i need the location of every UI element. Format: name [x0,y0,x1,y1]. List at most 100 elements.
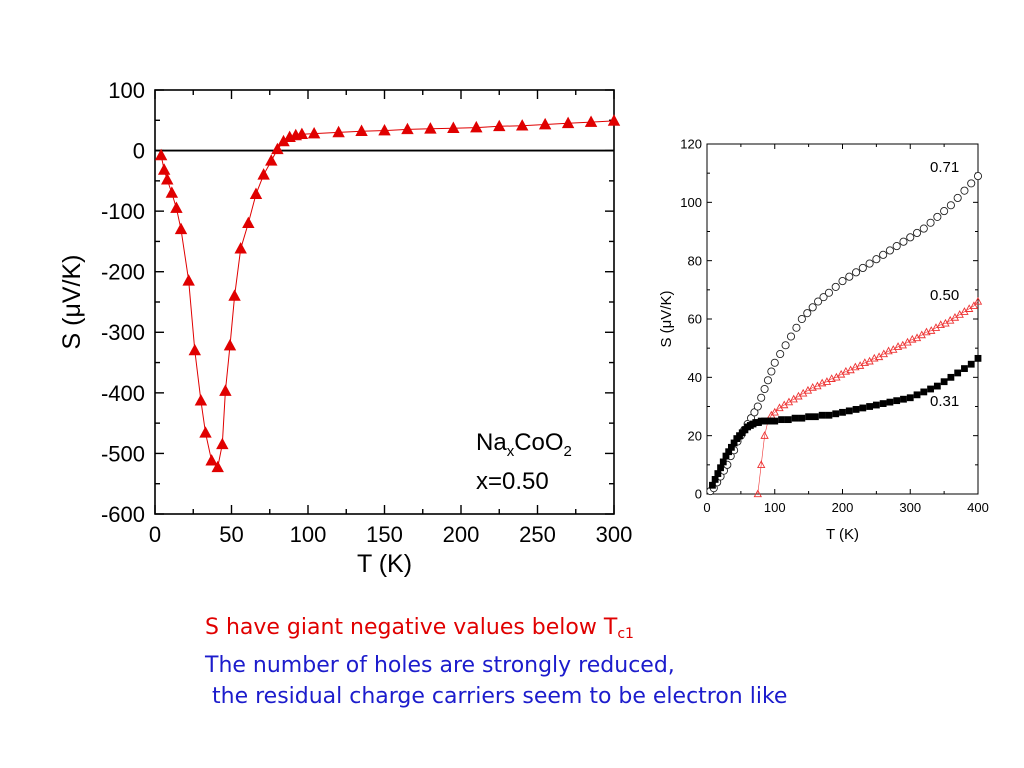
inset-data-point [940,207,949,216]
main-data-point [242,216,255,229]
main-y-axis-label: S (μV/K) [58,255,86,350]
inset-data-point [913,391,921,399]
inset-data-point [781,341,790,350]
main-x-axis-label: T (K) [357,550,412,578]
main-data-point [271,142,284,155]
inset-y-tick-label: 120 [680,137,702,152]
inset-data-point [912,228,922,238]
inset-x-tick-label: 300 [899,500,921,515]
inset-data-point [757,460,766,468]
main-data-point [332,125,345,138]
main-data-point [493,119,506,132]
inset-y-tick-label: 80 [688,253,702,268]
main-data-point [199,426,212,438]
main-x-tick-label: 150 [366,522,403,547]
main-data-point [378,123,391,136]
inset-data-point [933,382,941,390]
main-seebeck-chart: 0 50 100 150 200 250 300 -600 -500 -400 -300 -200 -1… [58,78,633,578]
inset-data-point [845,272,854,281]
inset-data-point [841,366,851,375]
inset-data-point [886,398,894,406]
inset-data-point [819,293,828,302]
inset-data-point [760,384,769,394]
inset-x-tick-label: 200 [832,500,854,515]
inset-data-point [940,378,948,386]
inset-data-point [870,353,879,362]
inset-series-label: 0.31 [930,393,959,410]
inset-data-point [763,376,773,385]
inset-data-point [771,417,779,425]
inset-y-tick-label: 20 [688,428,702,443]
inset-data-point [922,327,931,336]
main-data-point [228,289,241,301]
inset-data-point [936,320,945,328]
main-data-point [188,343,201,356]
inset-data-point [859,404,867,412]
inset-y-axis-label: S (μV/K) [658,291,675,348]
inset-series-line [757,301,979,495]
inset-data-point [946,201,955,210]
main-annotation-part: x [507,443,515,460]
inset-data-point [953,193,962,203]
inset-data-point [866,403,873,410]
inset-data-point [954,369,962,377]
inset-data-point [709,481,716,489]
main-data-point [165,186,179,198]
main-x-tick-label: 300 [596,522,633,547]
inset-data-point [797,314,806,324]
caption-block: S have giant negative values below Tc1 T… [205,612,787,712]
inset-data-point [851,268,861,277]
main-x-tick-label: 50 [219,522,243,547]
inset-x-tick-label: 0 [703,500,710,515]
inset-data-point [719,458,727,466]
inset-data-point [767,367,776,376]
main-data-point [584,115,598,127]
main-y-tick-label: -600 [101,502,145,527]
main-data-point [249,187,263,199]
main-data-point [205,454,218,466]
main-data-point [470,120,483,133]
inset-data-point [858,263,867,273]
inset-data-point [750,408,759,417]
inset-data-point [784,416,792,424]
main-data-point [307,126,321,139]
main-y-tick-label: -500 [101,441,145,466]
inset-data-point [893,342,903,350]
inset-data-point [776,349,785,359]
main-data-point [223,338,237,351]
inset-data-point [845,407,853,415]
main-data-point [219,384,232,396]
inset-data-point [831,282,840,291]
main-data-point [216,437,229,450]
main-data-point [355,124,368,136]
inset-data-point [808,303,817,312]
inset-data-point [872,401,880,409]
inset-data-point [827,374,836,382]
inset-x-tick-label: 100 [764,500,786,515]
inset-data-point [892,242,901,251]
main-data-point [447,121,460,133]
inset-data-point [791,414,799,422]
inset-plot-frame [706,143,979,495]
inset-x-axis-label: T (K) [826,526,859,543]
inset-data-point [893,397,901,405]
main-annotation-part: Na [476,429,507,456]
inset-data-point [838,277,847,286]
inset-data-point [967,360,975,368]
main-x-tick-label: 250 [519,522,556,547]
main-data-point [607,114,621,126]
inset-data-point [824,288,833,297]
main-data-point [174,222,188,235]
inset-y-tick-label: 100 [680,195,702,210]
main-data-point [257,168,270,180]
main-x-tick-label: 200 [443,522,480,547]
inset-data-point [770,358,779,367]
inset-data-point [926,218,935,227]
inset-data-point [805,413,813,421]
main-annotation-composition: x=0.50 [476,468,549,495]
inset-seebeck-chart: 0 100 200 300 400 0 20 40 60 80 100 120 T (K) S (μV/K… [658,137,989,543]
inset-data-point [770,407,779,416]
inset-data-point [786,332,796,341]
caption-line-2: The number of holes are strongly reduced… [205,653,675,678]
inset-data-point [969,301,979,310]
